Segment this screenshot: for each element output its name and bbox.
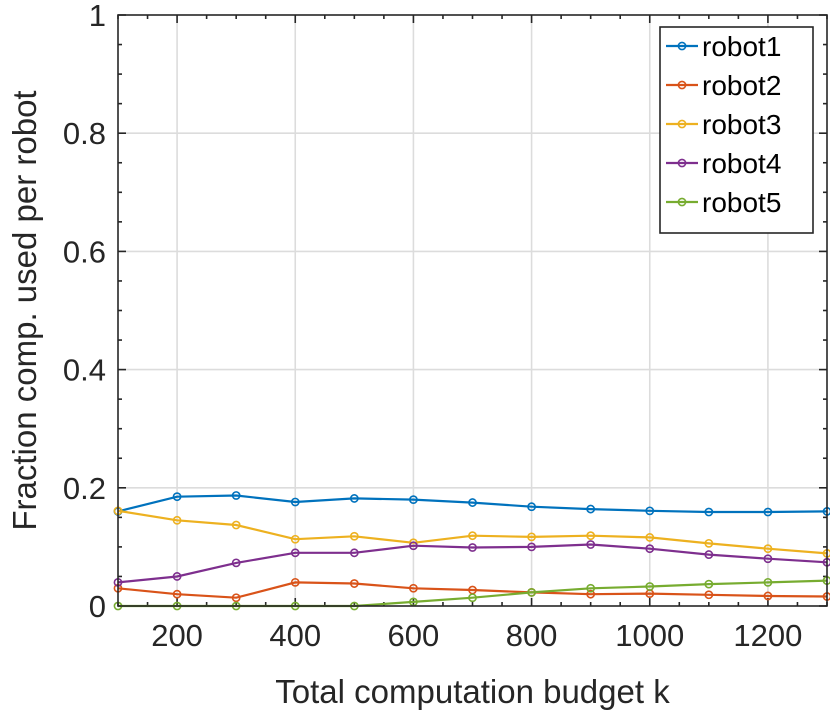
legend-label-robot4: robot4 xyxy=(702,148,781,179)
data-point-robot3 xyxy=(231,520,241,530)
data-point-robot3 xyxy=(468,531,477,541)
legend-box xyxy=(659,26,814,234)
series-robot3 xyxy=(113,506,830,558)
legend-label-robot2: robot2 xyxy=(702,70,781,101)
data-point-robot2 xyxy=(231,593,241,603)
y-tick-label: 0.2 xyxy=(63,471,106,506)
data-point-robot3 xyxy=(172,515,182,525)
data-point-robot4 xyxy=(586,540,596,549)
data-point-robot5 xyxy=(586,583,596,593)
y-tick-label: 0.6 xyxy=(63,234,106,269)
data-point-robot1 xyxy=(586,504,596,514)
y-tick-label: 0.4 xyxy=(63,353,106,388)
legend-label-robot1: robot1 xyxy=(702,31,781,62)
x-tick-label: 1200 xyxy=(733,618,802,653)
data-point-robot2 xyxy=(409,583,418,593)
legend-item-robot1: robot1 xyxy=(666,31,781,62)
data-point-robot3 xyxy=(645,533,655,542)
x-tick-label: 200 xyxy=(151,618,203,653)
legend-marker-robot3 xyxy=(677,119,687,129)
data-point-robot2 xyxy=(586,589,596,599)
data-point-robot2 xyxy=(349,579,359,588)
legend-label-robot5: robot5 xyxy=(702,187,781,218)
data-point-robot2 xyxy=(172,589,182,599)
y-tick-label: 0.8 xyxy=(63,116,106,151)
y-tick-label: 1 xyxy=(89,0,106,33)
legend-item-robot5: robot5 xyxy=(666,187,781,218)
data-point-robot3 xyxy=(763,544,773,554)
data-point-robot5 xyxy=(763,577,773,587)
series-line-robot2 xyxy=(117,581,828,599)
legend-item-robot4: robot4 xyxy=(666,148,781,179)
data-point-robot4 xyxy=(231,558,241,568)
legend-marker-robot2 xyxy=(677,80,687,90)
x-axis-label: Total computation budget k xyxy=(275,673,670,710)
legend-label-robot3: robot3 xyxy=(702,109,781,140)
series-robot1 xyxy=(113,491,830,517)
data-point-robot5 xyxy=(704,579,714,589)
data-point-robot3 xyxy=(527,532,536,542)
series-line-robot1 xyxy=(117,494,828,514)
series-layer xyxy=(113,491,830,611)
data-point-robot1 xyxy=(290,497,300,507)
data-point-robot4 xyxy=(172,572,182,581)
x-tick-label: 400 xyxy=(269,618,321,653)
data-point-robot2 xyxy=(763,591,773,601)
data-point-robot1 xyxy=(409,495,418,505)
data-point-robot1 xyxy=(172,492,182,502)
series-line-robot4 xyxy=(117,543,828,584)
legend-marker-robot1 xyxy=(677,41,687,51)
data-point-robot4 xyxy=(645,544,655,554)
y-axis-label: Fraction comp. used per robot xyxy=(6,90,43,530)
data-point-robot3 xyxy=(704,538,714,548)
data-point-robot4 xyxy=(290,548,300,558)
data-point-robot1 xyxy=(468,498,477,507)
series-robot4 xyxy=(113,540,830,587)
plot-area-border xyxy=(117,14,828,607)
data-point-robot3 xyxy=(290,534,300,544)
data-point-robot4 xyxy=(349,548,359,558)
x-tick-label: 600 xyxy=(388,618,440,653)
data-point-robot4 xyxy=(468,543,477,552)
data-point-robot1 xyxy=(349,494,359,503)
x-tick-label: 800 xyxy=(506,618,558,653)
data-point-robot1 xyxy=(645,506,655,516)
data-point-robot3 xyxy=(349,531,359,541)
data-point-robot4 xyxy=(409,541,418,551)
legend-item-robot2: robot2 xyxy=(666,70,781,101)
data-point-robot2 xyxy=(290,577,300,587)
data-point-robot1 xyxy=(231,491,241,500)
data-point-robot1 xyxy=(527,502,536,512)
x-tick-labels: 200 400 600 800 1000 1200 xyxy=(151,618,802,653)
legend-marker-robot5 xyxy=(677,197,687,207)
data-point-robot4 xyxy=(763,554,773,564)
legend-item-robot3: robot3 xyxy=(666,109,781,140)
data-point-robot1 xyxy=(763,507,773,517)
data-point-robot3 xyxy=(586,531,596,541)
data-point-robot5 xyxy=(468,593,477,603)
series-line-robot3 xyxy=(117,509,828,555)
data-point-robot5 xyxy=(527,588,536,597)
data-point-robot4 xyxy=(704,550,714,559)
x-tick-label: 1000 xyxy=(615,618,684,653)
legend: robot1 robot2 robot3 robot4 robot5 xyxy=(659,26,814,234)
data-point-robot1 xyxy=(704,507,714,517)
y-tick-label: 0 xyxy=(89,589,106,624)
data-point-robot2 xyxy=(704,590,714,600)
data-point-robot4 xyxy=(527,542,536,552)
data-point-robot5 xyxy=(645,582,655,591)
legend-marker-robot4 xyxy=(677,158,687,168)
y-tick-labels: 0 0.2 0.4 0.6 0.8 1 xyxy=(63,0,106,624)
